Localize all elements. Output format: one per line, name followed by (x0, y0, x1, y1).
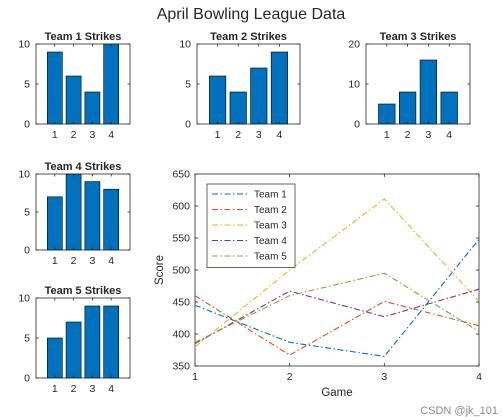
bar-chart-4: 1 2 3 4 0 5 10 Team 4 Strikes (18, 161, 131, 267)
legend: Team 1 Team 2 Team 3 Team 4 Team 5 (206, 183, 296, 268)
x-tick-label: 4 (276, 129, 282, 141)
bar (103, 43, 120, 125)
x-tick-label: 4 (476, 371, 482, 383)
y-tick-label: 10 (348, 79, 360, 91)
legend-label: Team 4 (254, 236, 287, 247)
bar (103, 188, 120, 251)
x-tick-label: 2 (71, 129, 77, 141)
y-tick-label: 0 (24, 373, 30, 385)
series-line (194, 198, 480, 348)
y-tick-label: 500 (172, 265, 190, 277)
x-tick-label: 4 (108, 383, 114, 395)
y-tick-label: 10 (18, 169, 30, 181)
x-tick-label: 4 (446, 129, 452, 141)
bar (229, 91, 247, 125)
y-tick-label: 0 (185, 119, 191, 131)
x-tick-label: 1 (52, 129, 58, 141)
x-tick-label: 3 (256, 129, 262, 141)
figure-title: April Bowling League Data (157, 6, 346, 23)
bar (46, 196, 63, 251)
y-tick-label: 0 (354, 119, 360, 131)
bar (46, 51, 63, 125)
chart-title: Team 2 Strikes (210, 31, 287, 43)
series-line (194, 272, 480, 343)
chart-title: Team 3 Strikes (380, 31, 457, 43)
x-tick-label: 3 (425, 129, 431, 141)
y-tick-label: 650 (172, 169, 190, 181)
x-tick-label: 2 (287, 371, 293, 383)
y-tick-label: 10 (179, 39, 191, 51)
y-tick-label: 450 (172, 297, 190, 309)
legend-label: Team 5 (254, 252, 287, 263)
y-tick-label: 0 (24, 119, 30, 131)
x-tick-label: 3 (89, 255, 95, 267)
x-tick-label: 2 (405, 129, 411, 141)
y-tick-label: 5 (24, 207, 30, 219)
watermark: CSDN @jk_101 (420, 405, 498, 417)
bar-chart-2: 1 2 3 4 0 5 10 Team 2 Strikes (179, 31, 301, 141)
x-tick-label: 2 (71, 255, 77, 267)
bar (250, 67, 268, 125)
y-tick-label: 400 (172, 329, 190, 341)
x-tick-label: 2 (71, 383, 77, 395)
x-tick-label: 1 (192, 371, 198, 383)
y-tick-label: 5 (185, 79, 191, 91)
bar (378, 103, 396, 125)
bar (398, 91, 417, 125)
x-tick-label: 3 (381, 371, 387, 383)
x-tick-label: 1 (52, 383, 58, 395)
legend-label: Team 3 (254, 221, 287, 232)
legend-box (206, 183, 296, 268)
bar-chart-5: 1 2 3 4 0 5 10 Team 5 Strikes (18, 285, 131, 395)
bar (65, 75, 82, 125)
bar-chart-1: 1 2 3 4 0 5 10 Team 1 Strikes (18, 31, 131, 141)
x-axis-label: Game (321, 387, 352, 399)
y-tick-label: 10 (18, 293, 30, 305)
y-tick-label: 5 (24, 79, 30, 91)
y-tick-label: 20 (348, 39, 360, 51)
y-tick-label: 5 (24, 333, 30, 345)
series-line (194, 238, 480, 357)
bar (103, 305, 120, 379)
bar (84, 305, 101, 379)
y-tick-label: 0 (24, 245, 30, 257)
y-axis-label: Score (154, 255, 166, 285)
x-tick-label: 1 (52, 255, 58, 267)
y-tick-label: 10 (18, 39, 30, 51)
y-tick-label: 600 (172, 201, 190, 213)
x-tick-label: 2 (235, 129, 241, 141)
bar (209, 75, 227, 125)
chart-title: Team 1 Strikes (45, 31, 122, 43)
legend-label: Team 2 (254, 205, 287, 216)
bar (65, 173, 82, 251)
bar-chart-3: 1 2 3 4 0 10 20 Team 3 Strikes (348, 31, 471, 141)
y-tick-label: 550 (172, 233, 190, 245)
chart-title: Team 4 Strikes (45, 161, 122, 173)
bar (84, 91, 101, 125)
x-tick-label: 3 (89, 129, 95, 141)
x-tick-label: 1 (384, 129, 390, 141)
legend-label: Team 1 (254, 190, 287, 201)
bar (84, 181, 101, 251)
chart-title: Team 5 Strikes (45, 285, 122, 297)
x-tick-label: 3 (89, 383, 95, 395)
series-line (194, 295, 480, 356)
bar (419, 59, 438, 125)
x-tick-label: 1 (215, 129, 221, 141)
bar (270, 51, 288, 125)
x-tick-label: 4 (108, 255, 114, 267)
x-tick-label: 4 (108, 129, 114, 141)
bar (46, 337, 63, 379)
bar (65, 321, 82, 379)
bar (440, 91, 458, 125)
y-tick-label: 350 (172, 361, 190, 373)
line-chart: 1 2 3 4 350 400 450 500 550 600 650 Game Score Team 1… (154, 169, 482, 400)
